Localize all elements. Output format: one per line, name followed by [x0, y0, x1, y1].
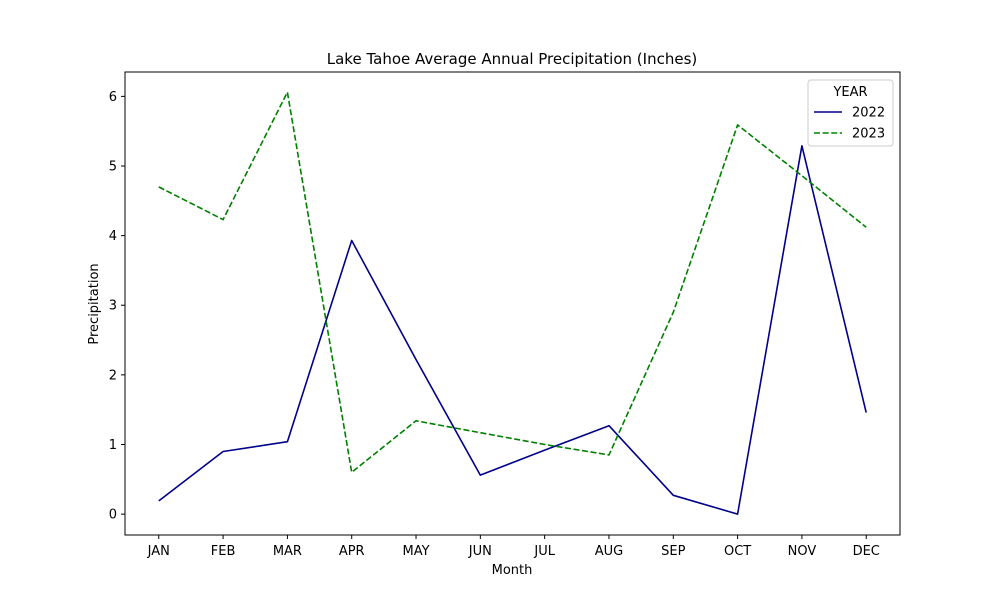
legend-title: YEAR: [832, 85, 867, 100]
x-axis: JAN FEB MAR APR MAY JUN JUL AUG SEP OCT NOV DEC: [147, 535, 880, 559]
x-tick-label: MAY: [403, 544, 430, 559]
y-tick-label: 5: [109, 159, 117, 174]
y-tick-label: 3: [109, 299, 117, 314]
x-tick-label: NOV: [788, 544, 817, 559]
plot-frame: [124, 71, 901, 536]
legend: YEAR 2022 2023: [807, 79, 894, 147]
plot-area: [124, 71, 901, 536]
x-tick-label: OCT: [724, 544, 751, 559]
series-line-2023: [158, 91, 867, 474]
legend-label: 2023: [852, 127, 885, 142]
x-tick-label: JUN: [468, 544, 492, 559]
y-tick-label: 1: [109, 438, 117, 453]
y-tick-label: 4: [109, 229, 117, 244]
chart-title: Lake Tahoe Average Annual Precipitation …: [327, 50, 697, 68]
y-tick-label: 2: [109, 368, 117, 383]
x-tick-label: SEP: [661, 544, 685, 559]
y-axis: 0 1 2 3 4 5 6: [109, 90, 125, 523]
y-axis-label: Precipitation: [87, 263, 102, 344]
legend-label: 2022: [852, 106, 885, 121]
legend-box: [807, 79, 894, 147]
x-tick-label: JUL: [533, 544, 555, 559]
x-tick-label: APR: [339, 544, 365, 559]
x-tick-label: AUG: [595, 544, 623, 559]
x-tick-label: MAR: [273, 544, 302, 559]
y-tick-label: 6: [109, 90, 117, 105]
series-line-2022: [158, 145, 867, 515]
legend-entries: 2022 2023: [814, 106, 885, 142]
x-tick-label: JAN: [147, 544, 170, 559]
x-tick-label: FEB: [211, 544, 236, 559]
x-axis-label: Month: [492, 563, 533, 578]
series-layer: [158, 91, 867, 515]
y-tick-label: 0: [109, 508, 117, 523]
x-tick-label: DEC: [853, 544, 880, 559]
